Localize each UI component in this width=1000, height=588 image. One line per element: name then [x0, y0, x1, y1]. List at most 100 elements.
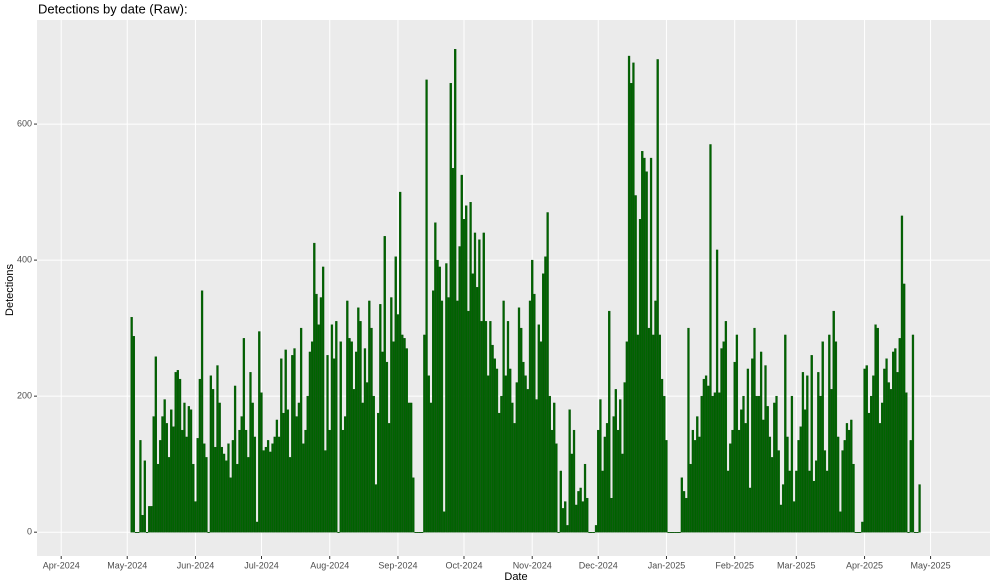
bar: [828, 334, 831, 533]
bar: [579, 487, 582, 533]
bar: [894, 348, 897, 533]
bar: [291, 355, 294, 533]
bar: [306, 395, 309, 533]
x-tick-label: Jan-2025: [648, 560, 686, 570]
bar: [405, 348, 408, 533]
bar: [720, 348, 723, 533]
bar: [641, 151, 644, 533]
bar: [656, 59, 659, 533]
bar: [865, 365, 868, 533]
bar: [447, 297, 450, 533]
bar: [440, 300, 444, 533]
bar: [610, 497, 613, 533]
bar: [544, 256, 547, 533]
bar: [520, 327, 523, 533]
bar: [493, 358, 496, 533]
bar: [469, 202, 472, 533]
bar: [682, 491, 686, 533]
bar: [726, 470, 730, 533]
bar: [209, 375, 213, 533]
bar: [759, 351, 763, 533]
x-tick-label: Aug-2024: [310, 560, 349, 570]
bar: [258, 331, 261, 533]
bar: [773, 402, 776, 533]
bar: [170, 409, 173, 533]
bar: [412, 477, 415, 533]
bar: [685, 497, 688, 533]
bar: [742, 395, 745, 533]
bar: [663, 395, 666, 533]
bar: [830, 389, 833, 533]
bar: [892, 351, 895, 533]
bar: [806, 375, 809, 533]
bar: [425, 79, 428, 533]
bar: [211, 389, 215, 533]
x-tick-label: Feb-2025: [715, 560, 754, 570]
bar: [911, 334, 915, 533]
bar: [623, 382, 626, 533]
bar: [548, 395, 551, 533]
bar: [814, 460, 818, 533]
bar: [832, 310, 835, 533]
bar: [321, 266, 325, 533]
bar: [310, 341, 314, 533]
bar: [825, 470, 829, 533]
bar: [196, 438, 199, 533]
bar: [887, 382, 890, 533]
bar: [139, 440, 142, 533]
bar: [665, 440, 668, 533]
bar: [203, 443, 206, 533]
bar: [819, 395, 822, 533]
bar: [341, 429, 345, 533]
bar: [260, 392, 263, 533]
bar: [346, 300, 349, 533]
x-tick-label: Oct-2024: [445, 560, 482, 570]
bar: [605, 423, 609, 533]
bar: [702, 378, 706, 533]
bar: [863, 368, 866, 533]
x-tick-label: Dec-2024: [579, 560, 618, 570]
bar: [264, 446, 268, 533]
bar: [313, 242, 316, 533]
bar: [275, 419, 279, 533]
bar: [704, 375, 708, 533]
bar: [762, 419, 765, 533]
bar: [770, 457, 774, 533]
bar: [372, 395, 375, 533]
bar: [205, 457, 208, 533]
bar: [399, 191, 402, 533]
bar: [698, 436, 701, 533]
bar: [427, 375, 430, 533]
bar: [841, 450, 844, 533]
bar: [295, 416, 298, 533]
bar: [883, 368, 886, 533]
bar: [297, 402, 301, 533]
bar: [671, 531, 675, 533]
bar: [533, 293, 536, 533]
bar: [660, 378, 664, 533]
bar: [852, 463, 855, 533]
bar: [647, 327, 650, 533]
bar: [586, 497, 589, 533]
bar: [335, 321, 338, 533]
bar: [200, 290, 204, 533]
x-tick-label: May-2024: [107, 560, 147, 570]
bar: [152, 416, 155, 533]
bar: [141, 514, 144, 533]
bar: [249, 372, 252, 533]
bar: [238, 429, 241, 533]
bar: [255, 521, 259, 533]
bar: [145, 531, 149, 533]
bar: [511, 402, 514, 533]
bar: [506, 321, 510, 533]
bar: [581, 501, 584, 533]
bar: [889, 389, 893, 533]
bar: [848, 429, 851, 533]
bar: [909, 440, 912, 533]
bar: [471, 273, 474, 533]
bar: [159, 440, 162, 533]
bar: [654, 300, 657, 533]
bar: [262, 450, 265, 533]
bar: [394, 256, 397, 533]
bar: [454, 49, 457, 533]
